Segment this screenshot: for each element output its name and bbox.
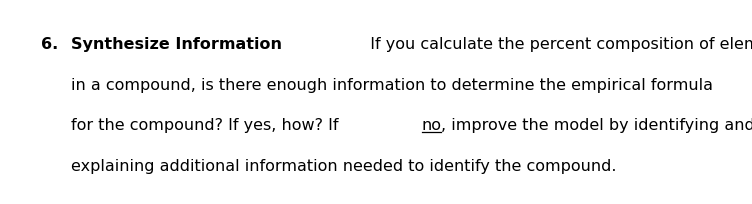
- Text: , improve the model by identifying and: , improve the model by identifying and: [441, 118, 752, 133]
- Text: for the compound? If yes, how? If: for the compound? If yes, how? If: [71, 118, 344, 133]
- Text: Synthesize Information: Synthesize Information: [71, 37, 283, 52]
- Text: no: no: [422, 118, 442, 133]
- Text: in a compound, is there enough information to determine the empirical formula: in a compound, is there enough informati…: [71, 78, 714, 93]
- Text: If you calculate the percent composition of elements: If you calculate the percent composition…: [360, 37, 752, 52]
- Text: explaining additional information needed to identify the compound.: explaining additional information needed…: [71, 159, 617, 174]
- Text: 6.: 6.: [41, 37, 59, 52]
